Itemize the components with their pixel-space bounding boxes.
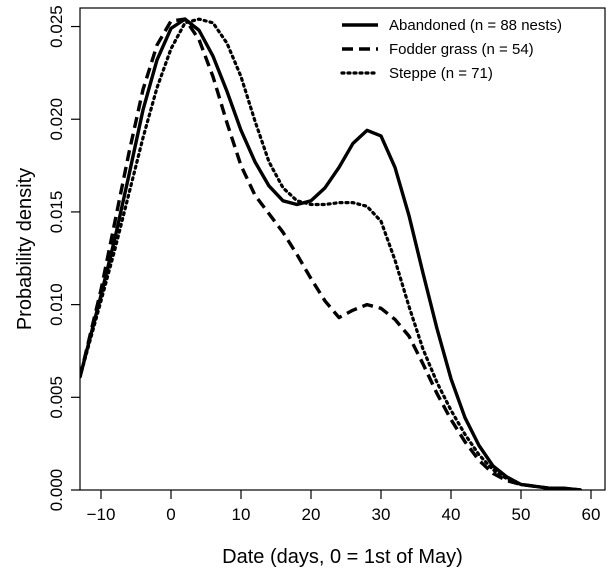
- y-tick-label: 0.005: [47, 376, 66, 419]
- y-tick-label: 0.000: [47, 469, 66, 512]
- legend-label: Steppe (n = 71): [389, 65, 493, 82]
- x-tick-label: 50: [512, 505, 531, 524]
- series-line-dashed: [80, 17, 581, 490]
- x-tick-label: 0: [166, 505, 175, 524]
- x-tick-label: 10: [232, 505, 251, 524]
- plot-frame: [79, 7, 606, 491]
- x-axis-title: Date (days, 0 = 1st of May): [222, 546, 463, 568]
- legend-label: Abandoned (n = 88 nests): [389, 17, 562, 34]
- x-tick-label: −10: [87, 505, 116, 524]
- x-tick-label: 20: [302, 505, 321, 524]
- x-tick-label: 30: [372, 505, 391, 524]
- legend: Abandoned (n = 88 nests) Fodder grass (n …: [340, 17, 562, 82]
- plot-area: [79, 7, 606, 491]
- legend-label: Fodder grass (n = 54): [389, 41, 534, 58]
- y-tick-label: 0.025: [47, 5, 66, 48]
- x-tick-label: 40: [442, 505, 461, 524]
- x-axis: −10 0 10 20 30 40 50 60: [87, 490, 601, 524]
- y-tick-label: 0.015: [47, 191, 66, 234]
- y-axis-title: Probability density: [14, 168, 36, 330]
- y-tick-label: 0.020: [47, 98, 66, 141]
- y-axis: 0.000 0.005 0.010 0.015 0.020 0.025: [47, 5, 80, 511]
- series-line-dotted: [80, 17, 583, 490]
- x-tick-label: 60: [582, 505, 601, 524]
- series-line-solid: [80, 17, 581, 490]
- y-tick-label: 0.010: [47, 283, 66, 326]
